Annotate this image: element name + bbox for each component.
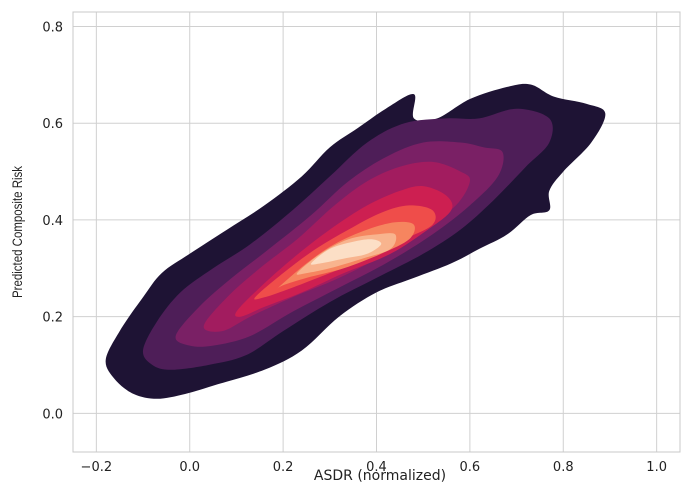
contour-level-9 xyxy=(310,239,382,265)
y-tick-labels: 0.0 0.2 0.4 0.6 0.8 xyxy=(42,21,63,423)
x-tick-label: 0.8 xyxy=(553,460,574,475)
y-tick-label: 0.4 xyxy=(42,214,63,229)
x-tick-label: 0.0 xyxy=(179,460,200,475)
x-tick-label: 0.4 xyxy=(366,460,387,475)
plot-frame xyxy=(72,11,681,453)
contour-layers xyxy=(105,83,606,399)
x-tick-label: −0.2 xyxy=(81,460,113,475)
x-tick-label: 0.2 xyxy=(273,460,294,475)
x-tick-label: 0.6 xyxy=(460,460,481,475)
y-tick-label: 0.8 xyxy=(42,21,63,36)
y-tick-label: 0.0 xyxy=(42,407,63,422)
y-axis-label: Predicted Composite Risk xyxy=(9,165,25,298)
x-tick-label: 1.0 xyxy=(646,460,667,475)
x-axis-label: ASDR (normalized) xyxy=(314,468,446,484)
x-tick-labels: −0.2 0.0 0.2 0.4 0.6 0.8 1.0 xyxy=(81,460,667,475)
y-tick-label: 0.6 xyxy=(42,117,63,132)
y-tick-label: 0.2 xyxy=(42,311,63,326)
